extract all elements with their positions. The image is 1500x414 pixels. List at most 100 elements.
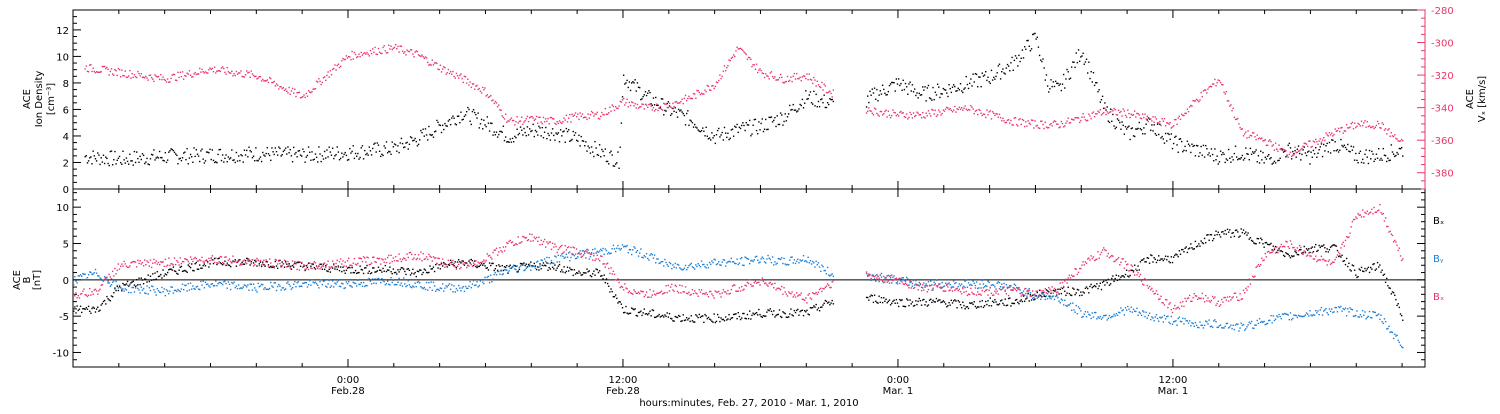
data-point — [240, 70, 241, 71]
data-point — [216, 162, 217, 163]
data-point — [713, 135, 714, 136]
data-point — [260, 285, 261, 286]
data-point — [906, 113, 907, 114]
data-point — [1153, 320, 1154, 321]
data-point — [468, 84, 469, 85]
data-point — [1158, 134, 1159, 135]
data-point — [767, 129, 768, 130]
data-point — [773, 78, 774, 79]
data-point — [215, 258, 216, 259]
data-point — [1233, 108, 1234, 109]
data-point — [1223, 154, 1224, 155]
data-point — [617, 302, 618, 303]
data-point — [73, 284, 74, 285]
data-point — [428, 126, 429, 127]
data-point — [359, 284, 360, 285]
data-point — [432, 134, 433, 135]
data-point — [136, 285, 137, 286]
data-point — [1189, 247, 1190, 248]
data-point — [884, 301, 885, 302]
data-point — [579, 145, 580, 146]
data-point — [880, 90, 881, 91]
data-point — [1204, 325, 1205, 326]
data-point — [1315, 147, 1316, 148]
data-point — [886, 94, 887, 95]
data-point — [127, 77, 128, 78]
data-point — [154, 291, 155, 292]
data-point — [632, 81, 633, 82]
data-point — [317, 285, 318, 286]
data-point — [668, 316, 669, 317]
data-point — [343, 270, 344, 271]
data-point — [488, 123, 489, 124]
data-point — [508, 270, 509, 271]
data-point — [1364, 120, 1365, 121]
data-point — [1249, 238, 1250, 239]
data-point — [710, 139, 711, 140]
data-point — [1273, 245, 1274, 246]
data-point — [710, 319, 711, 320]
data-point — [1199, 246, 1200, 247]
data-point — [78, 295, 79, 296]
data-point — [451, 284, 452, 285]
data-point — [182, 71, 183, 72]
data-point — [945, 303, 946, 304]
data-point — [1026, 125, 1027, 126]
data-point — [867, 297, 868, 298]
data-point — [1247, 324, 1248, 325]
data-point — [1274, 161, 1275, 162]
data-point — [222, 154, 223, 155]
data-point — [1371, 151, 1372, 152]
data-point — [583, 140, 584, 141]
data-point — [500, 110, 501, 111]
data-point — [532, 124, 533, 125]
data-point — [154, 159, 155, 160]
data-point — [527, 267, 528, 268]
data-point — [920, 300, 921, 301]
data-point — [589, 147, 590, 148]
data-point — [796, 73, 797, 74]
x-axis-title: hours:minutes, Feb. 27, 2010 - Mar. 1, 2… — [639, 398, 858, 409]
data-point — [781, 257, 782, 258]
data-point — [678, 109, 679, 110]
data-point — [436, 63, 437, 64]
data-point — [117, 75, 118, 76]
data-point — [971, 107, 972, 108]
data-point — [330, 151, 331, 152]
data-point — [594, 274, 595, 275]
data-point — [713, 313, 714, 314]
data-point — [248, 147, 249, 148]
data-point — [1271, 322, 1272, 323]
data-point — [1314, 141, 1315, 142]
data-point — [1120, 277, 1121, 278]
data-point — [948, 84, 949, 85]
data-point — [978, 287, 979, 288]
data-point — [519, 267, 520, 268]
data-point — [768, 310, 769, 311]
data-point — [794, 259, 795, 260]
data-point — [1364, 154, 1365, 155]
data-point — [1089, 315, 1090, 316]
data-point — [720, 317, 721, 318]
data-point — [1175, 320, 1176, 321]
data-point — [301, 262, 302, 263]
data-point — [1227, 323, 1228, 324]
data-point — [1339, 131, 1340, 132]
data-point — [1267, 145, 1268, 146]
data-point — [1241, 228, 1242, 229]
data-point — [967, 84, 968, 85]
data-point — [374, 142, 375, 143]
data-point — [1219, 234, 1220, 235]
data-point — [1216, 234, 1217, 235]
data-point — [951, 110, 952, 111]
data-point — [173, 266, 174, 267]
data-point — [186, 259, 187, 260]
data-point — [232, 283, 233, 284]
data-point — [1318, 140, 1319, 141]
data-point — [223, 161, 224, 162]
data-point — [755, 119, 756, 120]
data-point — [373, 267, 374, 268]
data-point — [1329, 132, 1330, 133]
data-point — [97, 152, 98, 153]
data-point — [427, 62, 428, 63]
